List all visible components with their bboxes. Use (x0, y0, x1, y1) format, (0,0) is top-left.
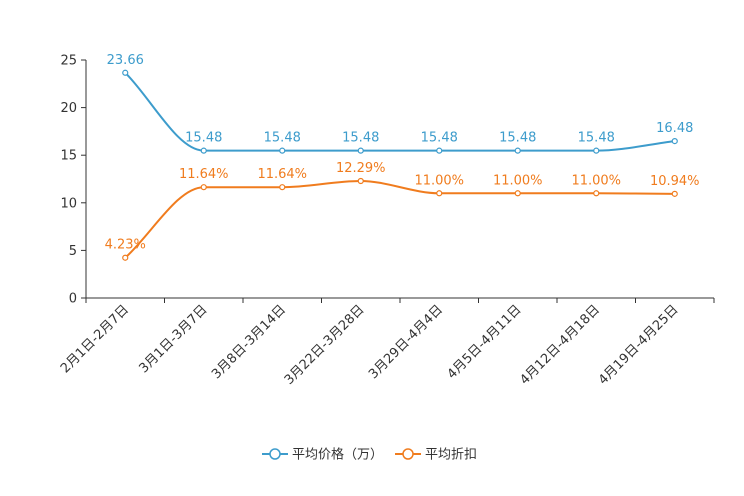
legend-label: 平均折扣 (425, 448, 477, 463)
data-point[interactable] (514, 147, 521, 154)
data-label: 16.48 (656, 121, 693, 136)
data-label: 11.00% (414, 173, 464, 188)
legend[interactable]: 平均价格（万） 平均折扣 (262, 447, 477, 463)
data-label: 11.64% (257, 167, 307, 182)
x-tick-label: 4月12日-4月18日 (517, 302, 603, 388)
data-point[interactable] (122, 69, 129, 76)
data-point[interactable] (436, 147, 443, 154)
data-label: 15.48 (578, 131, 615, 146)
legend-item-2[interactable]: 平均折扣 (395, 448, 477, 463)
legend-item-1[interactable]: 平均价格（万） (262, 447, 383, 463)
data-point[interactable] (514, 190, 521, 197)
data-point[interactable] (122, 254, 129, 261)
data-label: 10.94% (650, 174, 700, 189)
data-label: 23.66 (107, 53, 144, 68)
data-point[interactable] (279, 184, 286, 191)
data-point[interactable] (436, 190, 443, 197)
y-tick-label: 10 (60, 196, 77, 211)
x-tick-label: 3月1日-3月7日 (136, 302, 210, 376)
y-tick-label: 25 (60, 54, 77, 69)
data-point[interactable] (357, 147, 364, 154)
x-tick-label: 3月8日-3月14日 (209, 302, 289, 382)
x-tick-label: 4月5日-4月11日 (445, 302, 525, 382)
y-tick-label: 0 (69, 292, 77, 307)
x-tick-label: 4月19日-4月25日 (596, 302, 682, 388)
y-tick-label: 20 (60, 101, 77, 116)
x-tick-label: 3月22日-3月28日 (282, 302, 368, 388)
data-point[interactable] (200, 147, 207, 154)
data-label: 15.48 (264, 131, 301, 146)
data-label: 11.00% (571, 173, 621, 188)
data-label: 15.48 (421, 131, 458, 146)
data-label: 12.29% (336, 161, 386, 176)
data-point[interactable] (671, 138, 678, 145)
y-tick-label: 5 (69, 244, 77, 259)
data-point[interactable] (593, 190, 600, 197)
x-tick-label: 3月29日-4月4日 (366, 302, 446, 382)
legend-circle-marker (269, 448, 281, 460)
x-tick-label: 2月1日-2月7日 (58, 302, 132, 376)
series-line-2 (124, 179, 675, 259)
data-label: 11.64% (179, 167, 229, 182)
legend-label: 平均价格（万） (292, 447, 383, 463)
data-label: 4.23% (105, 238, 146, 253)
data-label: 15.48 (499, 131, 536, 146)
data-point[interactable] (593, 147, 600, 154)
data-point[interactable] (671, 190, 678, 197)
series-group (122, 69, 678, 261)
data-labels-group: 23.66 15.48 15.48 15.48 15.48 15.48 15.48 16.48… (105, 53, 700, 253)
data-label: 15.48 (342, 131, 379, 146)
y-tick-label: 15 (60, 149, 77, 164)
data-label: 11.00% (493, 173, 543, 188)
data-point[interactable] (357, 177, 364, 185)
data-label: 15.48 (185, 131, 222, 146)
data-point[interactable] (279, 147, 286, 154)
legend-circle-marker (402, 448, 414, 460)
data-point[interactable] (200, 184, 207, 191)
